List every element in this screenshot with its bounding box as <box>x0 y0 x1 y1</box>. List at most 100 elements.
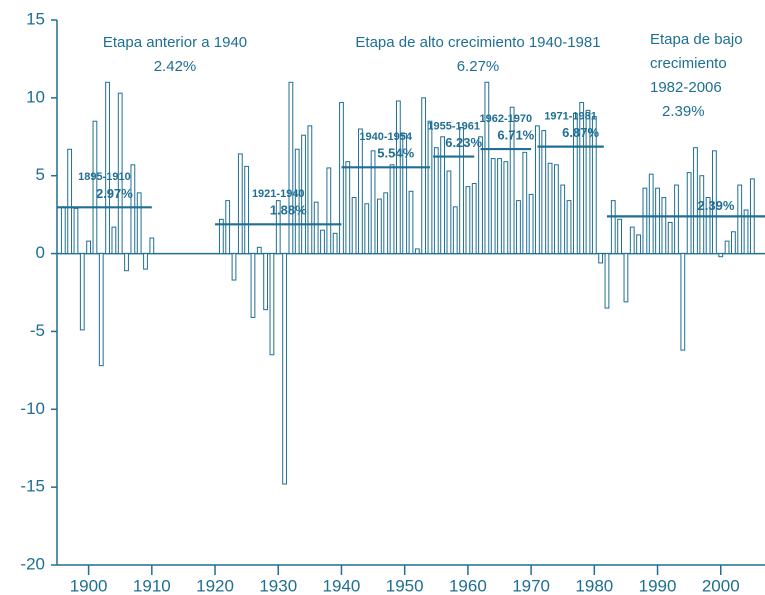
bar <box>712 150 717 255</box>
segment-label: 1955-1961 <box>427 120 480 132</box>
y-tick-label: -15 <box>20 477 45 496</box>
bar <box>585 109 591 255</box>
bar <box>98 253 104 367</box>
bar <box>370 150 376 255</box>
bar <box>111 226 117 255</box>
bar <box>509 106 515 255</box>
bar <box>149 237 155 255</box>
bar <box>674 184 679 255</box>
segment-value: 6.87% <box>562 125 599 140</box>
bar <box>503 161 509 255</box>
stage-annotation: Etapa anterior a 1940 <box>103 34 247 51</box>
bar <box>724 240 730 255</box>
bar <box>484 81 490 255</box>
segment-label: 1971-1981 <box>544 111 597 123</box>
bar <box>237 153 243 255</box>
bar <box>446 170 452 255</box>
segment-value: 2.97% <box>96 186 133 201</box>
x-tick-label: 1950 <box>386 576 424 595</box>
bar <box>541 130 547 255</box>
bar <box>332 232 338 255</box>
stage-annotation: crecimiento <box>650 55 727 72</box>
bar <box>579 102 585 255</box>
bar <box>421 97 427 255</box>
bar <box>256 246 262 255</box>
stage-annotation: Etapa de bajo <box>650 31 743 48</box>
bar <box>699 175 705 255</box>
bar <box>459 126 464 255</box>
stage-annotation: 2.42% <box>154 58 197 75</box>
bar <box>730 231 736 255</box>
bar <box>440 136 446 255</box>
bar <box>718 253 724 258</box>
bar <box>528 193 534 255</box>
bar <box>250 253 256 318</box>
bar <box>471 183 477 255</box>
bar <box>560 184 566 255</box>
stage-annotation: 2.39% <box>662 103 705 120</box>
x-tick-label: 1920 <box>196 576 234 595</box>
segment-label: 1940-1954 <box>359 131 412 143</box>
bar <box>275 200 281 255</box>
segment-value: 6.71% <box>497 128 534 143</box>
bar <box>465 186 471 255</box>
x-tick-label: 1900 <box>70 576 108 595</box>
segment-value: 5.54% <box>377 146 414 161</box>
bar <box>693 147 698 255</box>
bar <box>358 128 363 255</box>
bar <box>629 226 635 255</box>
bar <box>452 206 458 255</box>
x-tick-label: 1940 <box>323 576 361 595</box>
bar <box>553 164 559 255</box>
bar <box>269 253 275 356</box>
bar <box>143 253 148 270</box>
bar <box>376 198 382 255</box>
y-tick-label: 0 <box>36 243 45 262</box>
bar <box>218 218 224 255</box>
segment-label: 1895-1910 <box>78 171 131 183</box>
bar <box>655 187 660 255</box>
bar <box>345 161 351 255</box>
bar <box>743 209 749 255</box>
bar <box>231 253 237 281</box>
y-tick-label: 15 <box>26 9 45 28</box>
bar <box>680 253 686 351</box>
segment-value: 6.23% <box>445 135 482 150</box>
bar <box>402 133 408 255</box>
bar <box>282 253 287 485</box>
bar <box>117 92 123 255</box>
bar <box>547 162 553 255</box>
bar <box>522 151 528 255</box>
bar <box>105 81 110 255</box>
bar <box>642 187 648 255</box>
bar <box>294 148 300 255</box>
bar <box>497 158 502 255</box>
stage-annotation: Etapa de alto crecimiento 1940-1981 <box>355 34 600 51</box>
bar <box>636 234 641 255</box>
segment-label: 1921-1940 <box>252 188 305 200</box>
bar <box>60 206 66 255</box>
bar <box>408 190 414 255</box>
x-tick-label: 1980 <box>575 576 613 595</box>
x-tick-label: 1990 <box>639 576 677 595</box>
x-tick-label: 1960 <box>449 576 487 595</box>
bar <box>427 120 433 255</box>
bar <box>535 125 540 255</box>
bar <box>307 125 313 255</box>
bar <box>598 253 604 264</box>
bar <box>130 164 136 255</box>
bar <box>566 200 572 255</box>
bar <box>136 192 142 255</box>
bar <box>225 200 231 255</box>
bar <box>617 218 623 255</box>
bar <box>705 197 711 255</box>
bar <box>124 253 129 272</box>
x-tick-label: 1970 <box>512 576 550 595</box>
x-tick-label: 1910 <box>133 576 171 595</box>
bar <box>648 173 654 255</box>
bar <box>244 165 250 255</box>
bar <box>73 207 79 255</box>
bar <box>67 148 73 255</box>
bar <box>604 253 610 309</box>
